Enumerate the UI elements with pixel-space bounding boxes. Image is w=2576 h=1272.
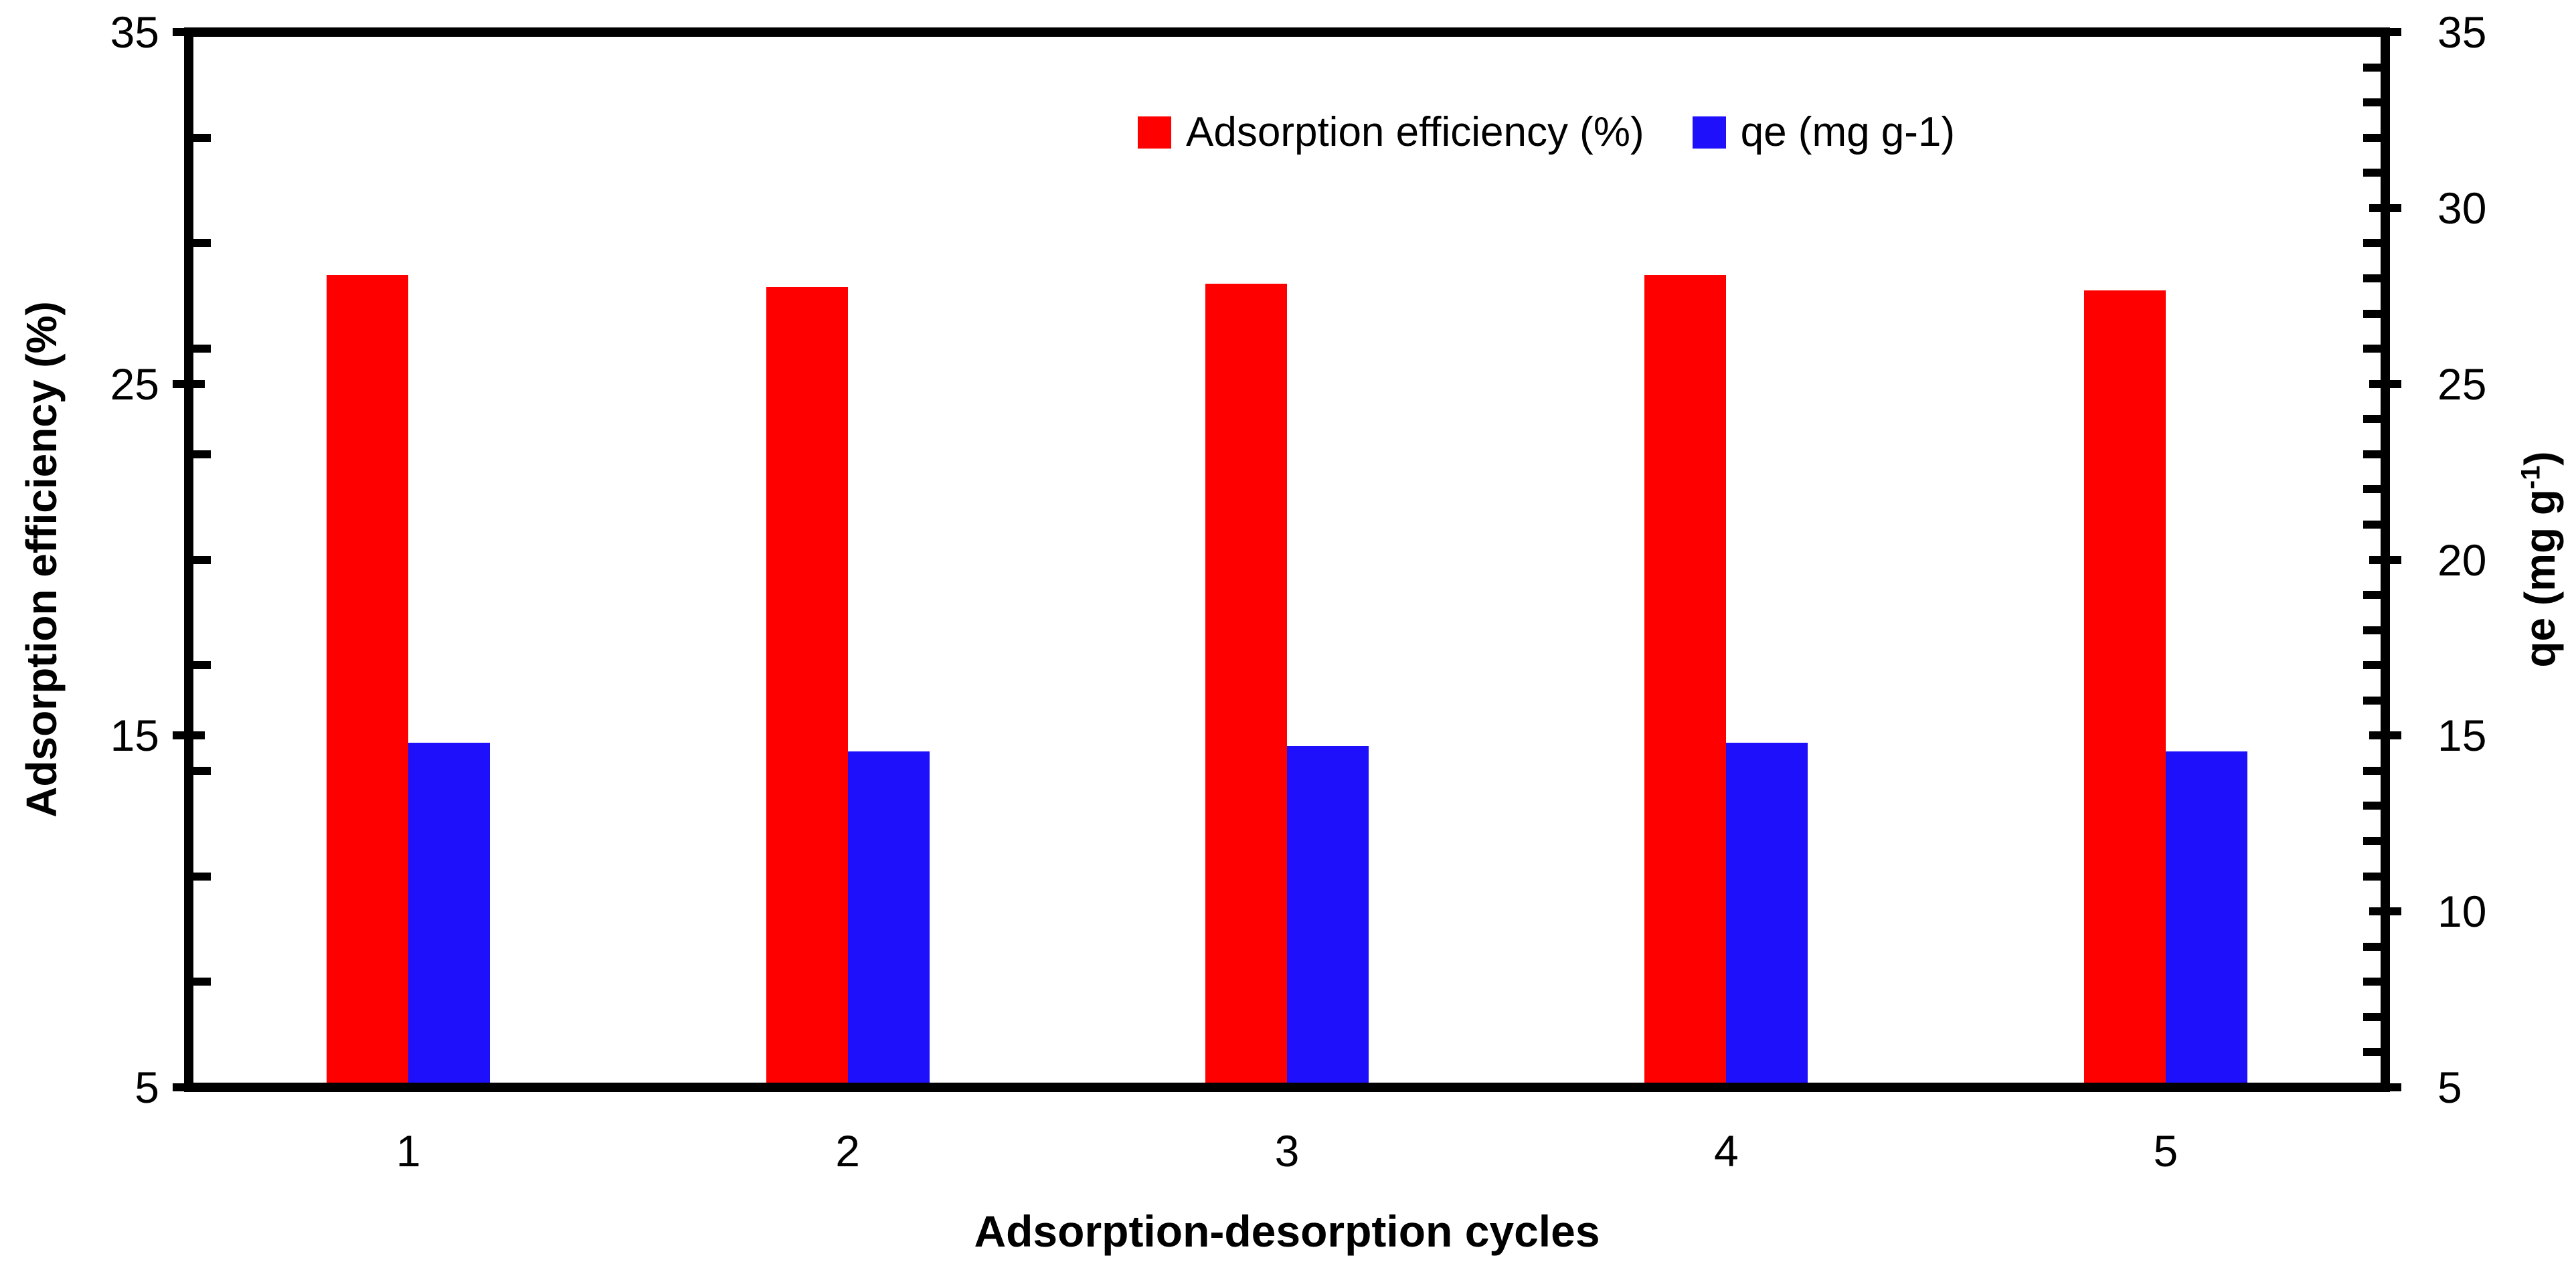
right-axis-title-sup: -1: [2516, 465, 2546, 489]
right-axis-minor-tick: [2363, 661, 2381, 670]
right-axis-tick-label: 10: [2437, 887, 2487, 937]
bar-qe-cycle-4: [1726, 742, 1808, 1083]
bar-adsorption-efficiency-cycle-3: [1205, 283, 1287, 1083]
left-axis-tick-label: 35: [110, 7, 159, 57]
right-axis-minor-tick: [2363, 591, 2381, 600]
left-axis-tick-label: 25: [110, 359, 159, 409]
bar-adsorption-efficiency-cycle-1: [327, 274, 409, 1083]
left-axis-title: Adsorption efficiency (%): [17, 301, 66, 818]
left-axis-minor-tick: [193, 766, 211, 775]
x-axis-tick-label: 5: [2153, 1126, 2178, 1176]
right-axis-minor-tick: [2363, 520, 2381, 529]
right-axis-major-tick: [2369, 907, 2401, 916]
left-axis-major-tick: [173, 379, 205, 388]
left-axis-minor-tick: [193, 978, 211, 986]
right-axis-minor-tick: [2363, 169, 2381, 177]
legend-item-qe: qe (mg g-1): [1692, 108, 1956, 156]
right-axis-minor-tick: [2363, 133, 2381, 142]
left-axis-minor-tick: [193, 345, 211, 353]
left-axis-minor-tick: [193, 555, 211, 564]
right-axis-minor-tick: [2363, 837, 2381, 846]
left-axis-tick-label: 15: [110, 711, 159, 761]
bar-adsorption-efficiency-cycle-5: [2083, 290, 2166, 1083]
legend-swatch-icon: [1692, 116, 1726, 149]
left-axis-minor-tick: [193, 661, 211, 670]
left-axis-major-tick: [173, 731, 205, 740]
right-axis-minor-tick: [2363, 766, 2381, 775]
right-axis-minor-tick: [2363, 942, 2381, 951]
right-axis-minor-tick: [2363, 415, 2381, 424]
bar-qe-cycle-1: [408, 742, 491, 1083]
bar-adsorption-efficiency-cycle-4: [1644, 274, 1727, 1083]
bar-qe-cycle-3: [1287, 746, 1369, 1083]
right-axis-title: qe (mg g-1): [2515, 451, 2565, 667]
right-axis-tick-label: 5: [2437, 1063, 2462, 1112]
right-axis-tick-label: 30: [2437, 183, 2487, 233]
right-axis-title-close: ): [2516, 451, 2564, 466]
right-axis-major-tick: [2369, 1083, 2401, 1091]
right-axis-major-tick: [2369, 379, 2401, 388]
left-axis-minor-tick: [193, 872, 211, 881]
right-axis-major-tick: [2369, 731, 2401, 740]
right-axis-minor-tick: [2363, 1048, 2381, 1057]
right-axis-minor-tick: [2363, 345, 2381, 353]
right-axis-minor-tick: [2363, 239, 2381, 248]
right-axis-minor-tick: [2363, 98, 2381, 107]
right-axis-minor-tick: [2363, 309, 2381, 318]
right-axis-title-text: qe (mg g: [2516, 488, 2564, 668]
left-axis-minor-tick: [193, 133, 211, 142]
right-axis-major-tick: [2369, 203, 2401, 212]
legend-label: Adsorption efficiency (%): [1186, 109, 1644, 155]
legend: Adsorption efficiency (%) qe (mg g-1): [1138, 108, 1955, 156]
plot-frame: [184, 27, 2390, 1092]
legend-swatch-icon: [1138, 116, 1171, 149]
right-axis-minor-tick: [2363, 485, 2381, 494]
bar-adsorption-efficiency-cycle-2: [766, 287, 848, 1083]
right-axis-tick-label: 15: [2437, 711, 2487, 761]
right-axis-minor-tick: [2363, 1012, 2381, 1021]
left-axis-major-tick: [173, 1083, 205, 1091]
right-axis-minor-tick: [2363, 626, 2381, 634]
left-axis-major-tick: [173, 28, 205, 36]
bar-qe-cycle-5: [2165, 751, 2247, 1083]
x-axis-tick-label: 3: [1274, 1126, 1300, 1176]
x-axis-tick-label: 4: [1714, 1126, 1739, 1176]
right-axis-minor-tick: [2363, 274, 2381, 282]
right-axis-minor-tick: [2363, 802, 2381, 810]
right-axis-tick-label: 20: [2437, 535, 2487, 585]
right-axis-minor-tick: [2363, 872, 2381, 881]
right-axis-major-tick: [2369, 555, 2401, 564]
left-axis-minor-tick: [193, 239, 211, 248]
legend-label: qe (mg g-1): [1740, 109, 1956, 155]
bar-qe-cycle-2: [847, 751, 930, 1083]
right-axis-major-tick: [2369, 28, 2401, 36]
left-axis-minor-tick: [193, 450, 211, 458]
right-axis-tick-label: 25: [2437, 359, 2487, 409]
right-axis-minor-tick: [2363, 63, 2381, 72]
right-axis-tick-label: 35: [2437, 7, 2487, 57]
legend-item-adsorption-efficiency: Adsorption efficiency (%): [1138, 108, 1644, 156]
right-axis-minor-tick: [2363, 978, 2381, 986]
left-axis-tick-label: 5: [135, 1063, 159, 1112]
right-axis-minor-tick: [2363, 696, 2381, 705]
x-axis-title: Adsorption-desorption cycles: [974, 1206, 1600, 1256]
right-axis-minor-tick: [2363, 450, 2381, 458]
x-axis-tick-label: 1: [396, 1126, 421, 1176]
x-axis-tick-label: 2: [835, 1126, 860, 1176]
